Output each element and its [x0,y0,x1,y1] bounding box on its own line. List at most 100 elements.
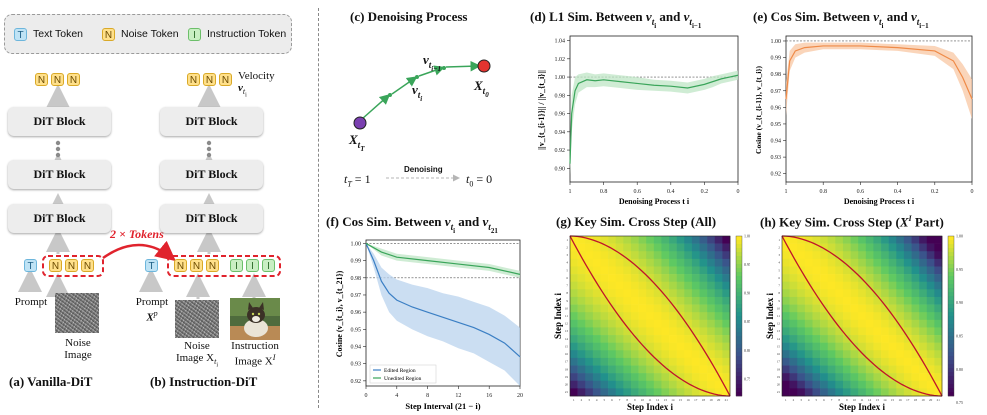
chart-g-cell [615,304,624,313]
chart-g-cell [570,380,578,389]
chart-h-cell [842,296,851,305]
chart-h-cell [827,380,836,389]
chart-h-cell [858,236,867,244]
chart-g-colorbar-label: 0.95 [744,262,750,267]
chart-h-cell [850,319,859,328]
chart-g-ytick-label: 7 [566,284,568,288]
chart-g-cell [600,274,609,283]
chart-g-colorbar-seg [736,264,742,269]
chart-g-cell [585,236,594,244]
chart-e-ytick-label: 0.92 [771,172,782,178]
chart-g-cell [669,304,677,313]
chart-e-ytick-label: 0.99 [771,56,782,62]
chart-g-cell [592,319,601,328]
chart-g-ytick-label: 8 [566,291,568,295]
chart-g-cell [722,342,731,351]
chart-g-cell [676,327,685,336]
chart-g-cell [646,335,655,343]
chart-g-cell [691,289,700,298]
chart-h-cell [881,335,889,343]
chart-g-cell [592,365,601,374]
chart-g-cell [646,350,655,359]
chart-g-cell [646,281,655,290]
chart-g-cell [646,373,655,382]
chart-h-cell [789,327,798,336]
chart-h-cell [850,251,859,260]
chart-g-cell [669,388,677,397]
chart-h-ytick-label: 14 [777,337,781,341]
chart-g-cell [615,281,624,290]
instr-instruction-token-1: I [230,259,243,272]
chart-g-cell [623,357,632,366]
chart-g-cell [570,274,578,283]
chart-h-colorbar-label: 0.95 [956,267,963,272]
chart-h-cell [820,319,829,328]
chart-h-cell [804,319,813,328]
chart-h-cell [881,236,889,244]
chart-g-cell [600,335,609,343]
chart-h-colorbar-seg [948,356,954,361]
chart-h-cell [850,357,859,366]
chart-h-colorbar-seg [948,348,954,353]
chart-h-colorbar-seg [948,292,954,297]
chart-h-cell [850,380,859,389]
chart-h-cell [888,342,897,351]
chart-h-cell [873,296,882,305]
chart-h-cell [782,365,790,374]
chart-e-xtick-label: 0.4 [894,189,902,195]
chart-h-cell [782,327,790,336]
chart-g-cell [684,296,693,305]
chart-h-cell [827,357,836,366]
chart-g-cell [585,289,594,298]
chart-g-cell [615,365,624,374]
instruction-image-cat [230,298,280,340]
chart-g-cell [707,258,716,267]
instr-dit-block-top: DiT Block [160,107,263,136]
chart-h-cell [934,289,943,298]
chart-g-ytick-label: 10 [565,306,569,310]
chart-f-ytick-label: 0.98 [351,276,362,282]
chart-g-cell [661,258,670,267]
chart-g-cell [592,342,601,351]
chart-h-cell [911,388,920,397]
chart-g-cell [600,296,609,305]
chart-g-cell [585,258,594,267]
chart-h-cell [797,335,806,343]
chart-h-cell [919,274,928,283]
chart-g-cell [661,327,670,336]
chart-g-cell [691,380,700,389]
chart-h-ytick-label: 18 [777,367,781,371]
chart-h-cell [812,312,821,321]
chart-h-cell [842,373,851,382]
chart-g-cell [592,380,601,389]
panel-d-title: (d) L1 Sim. Between vti and vti−1 [530,9,702,30]
chart-h-cell [812,266,821,275]
chart-h-cell [873,388,882,397]
chart-g-cell [722,289,731,298]
chart-g-cell [691,251,700,260]
chart-g-cell [577,296,586,305]
chart-g-xtick-label: 17 [694,398,698,402]
chart-h-cell [858,243,867,252]
chart-h-cell [850,289,859,298]
chart-g-cell [638,335,647,343]
instr-in-noise-token-2: N [190,259,203,272]
chart-h-ytick-label: 11 [777,314,780,318]
chart-g-cell [570,289,578,298]
chart-g-cell [623,243,632,252]
instr-in-noise-token-1: N [174,259,187,272]
chart-h-cell [865,312,874,321]
vanilla-prompt-label: Prompt [14,296,48,308]
chart-g-cell [638,236,647,244]
chart-h-colorbar-label: 0.90 [956,300,963,305]
chart-h-xtick-label: 5 [815,398,817,402]
chart-g-cell [661,266,670,275]
chart-h-cell [919,304,928,313]
chart-g-colorbar-seg [736,372,742,377]
chart-g-cell [684,266,693,275]
chart-h-cell [919,350,928,359]
chart-g-cell [707,251,716,260]
chart-h-cell [797,373,806,382]
chart-g-colorbar-seg [736,304,742,309]
chart-h-cell [903,335,912,343]
